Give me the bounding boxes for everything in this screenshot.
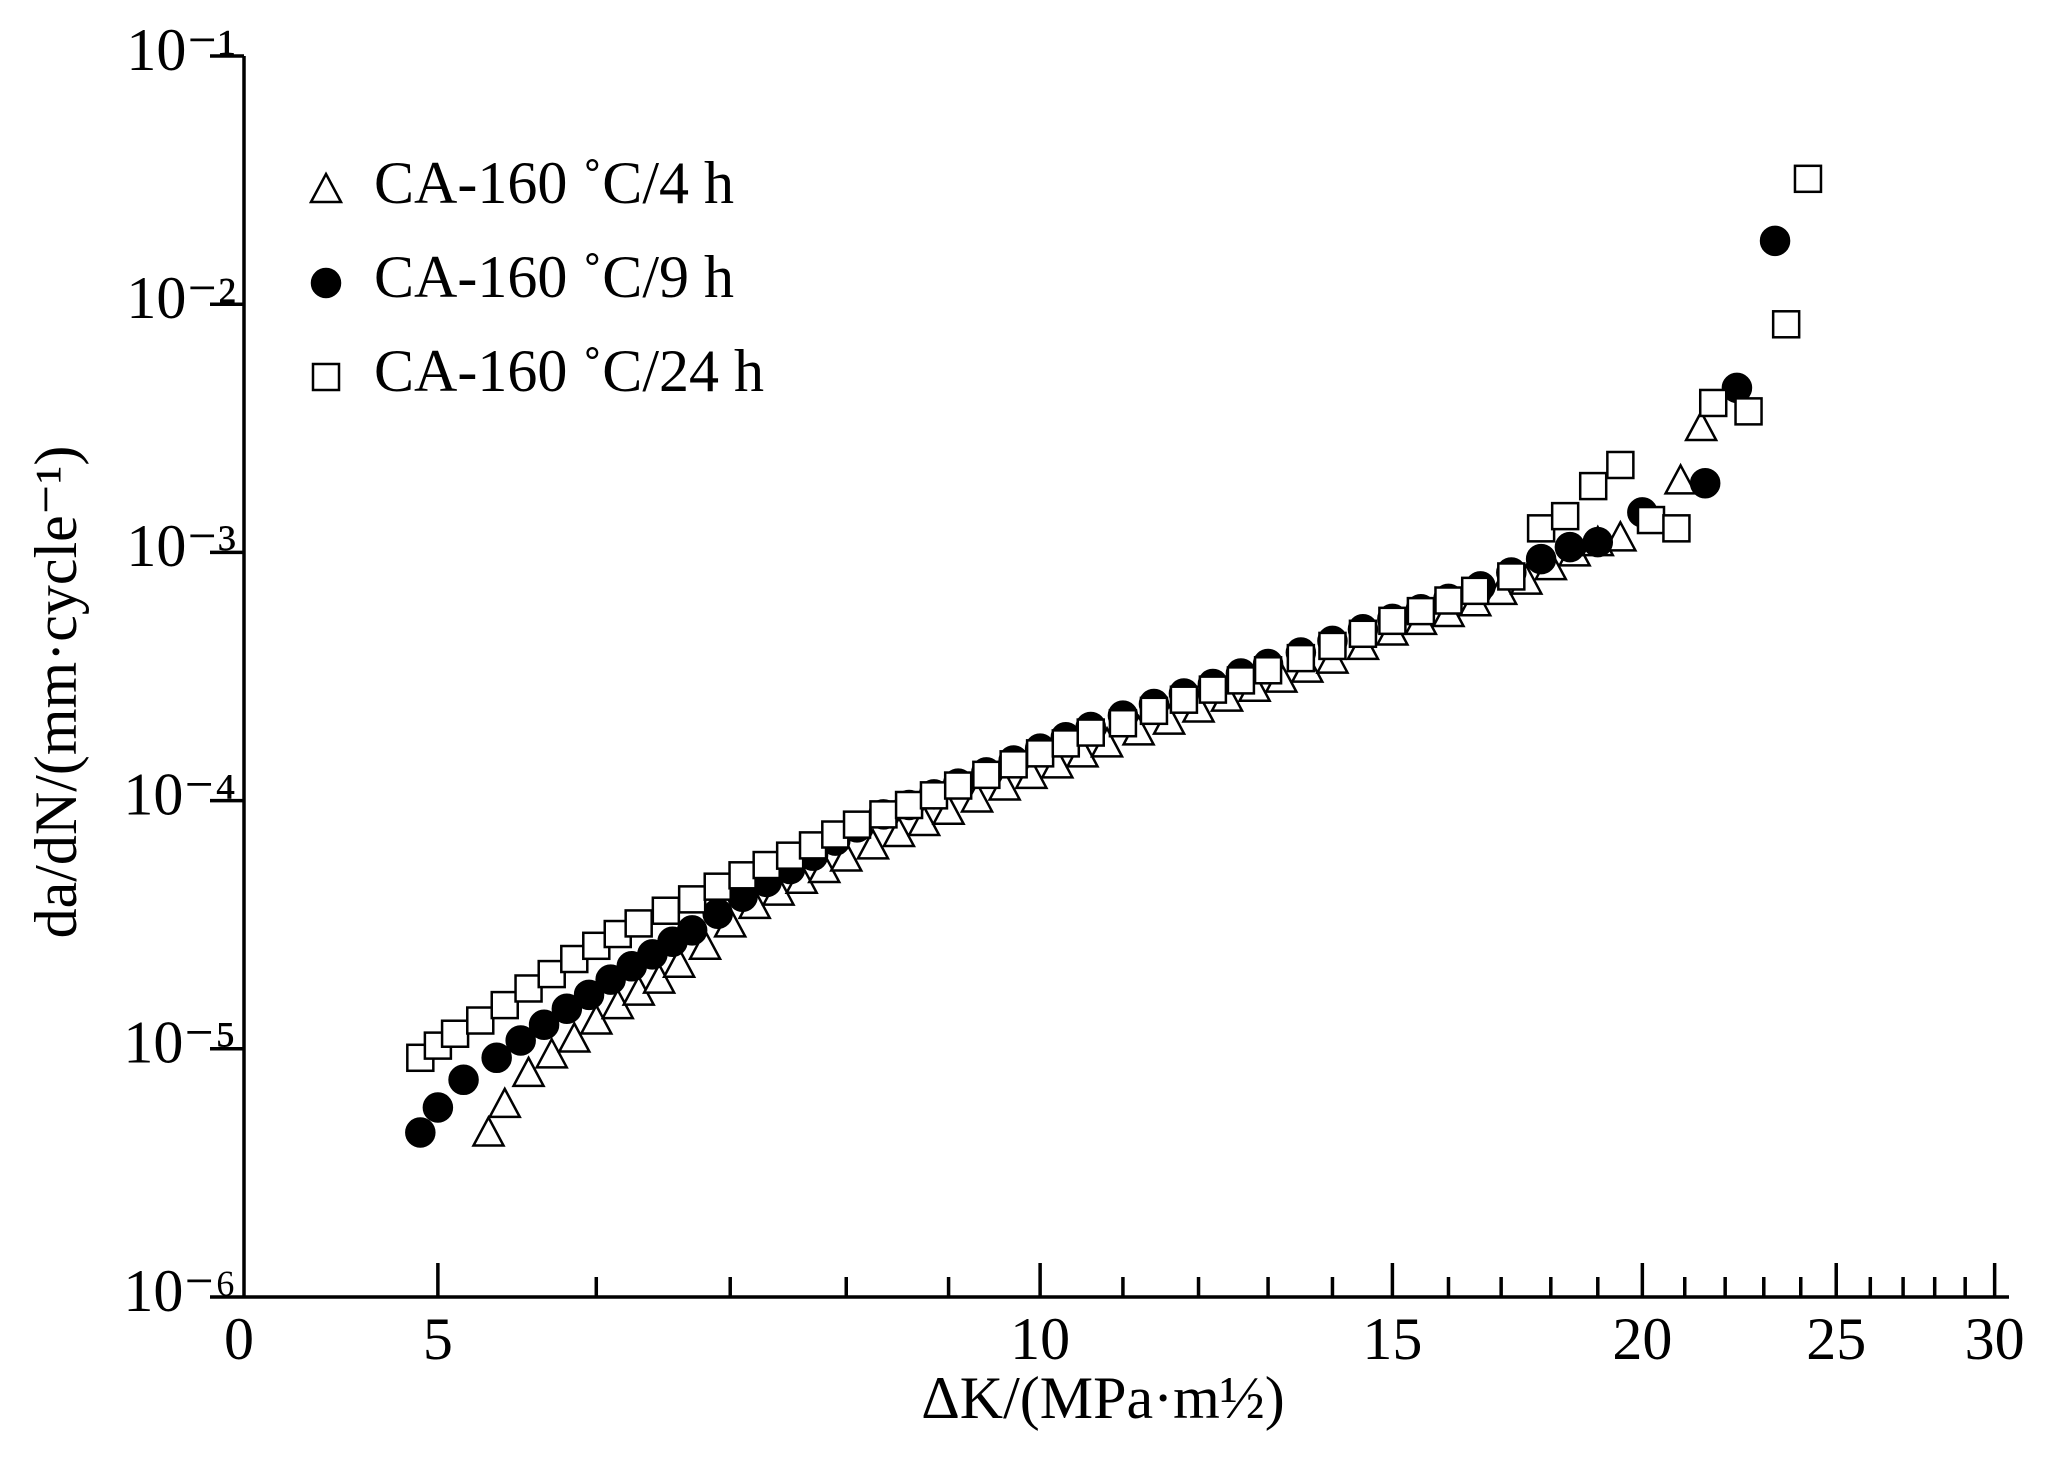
point bbox=[551, 993, 583, 1024]
point bbox=[579, 1002, 614, 1035]
point bbox=[1286, 643, 1316, 673]
point bbox=[1460, 576, 1490, 606]
x-tick-label: 5 bbox=[423, 1306, 453, 1372]
point bbox=[999, 750, 1028, 779]
point bbox=[829, 839, 864, 872]
legend-label: CA-160 ˚C/9 h bbox=[374, 244, 734, 310]
point bbox=[1051, 729, 1081, 758]
point bbox=[662, 946, 697, 979]
point bbox=[505, 1025, 536, 1056]
point bbox=[687, 928, 723, 961]
point bbox=[471, 1114, 506, 1147]
point bbox=[1318, 631, 1347, 661]
point bbox=[1108, 708, 1138, 738]
legend-marker bbox=[308, 171, 344, 204]
point bbox=[1198, 675, 1228, 704]
point bbox=[1076, 718, 1105, 747]
point bbox=[1253, 656, 1283, 685]
point bbox=[573, 979, 605, 1011]
point bbox=[1636, 505, 1666, 535]
y-axis-label: da/dN/(mm·cycle⁻¹) bbox=[23, 446, 89, 939]
point bbox=[534, 1036, 569, 1069]
point bbox=[511, 1055, 546, 1088]
point bbox=[894, 790, 924, 820]
point bbox=[1554, 531, 1586, 563]
point bbox=[642, 961, 677, 994]
point bbox=[869, 800, 898, 829]
point bbox=[752, 850, 781, 880]
y-tick-label: 10⁻¹ bbox=[126, 17, 236, 83]
y-tick-label: 10⁻⁴ bbox=[123, 761, 236, 827]
x-axis-label: ΔK/(MPa·m½) bbox=[921, 1365, 1285, 1431]
point bbox=[1406, 596, 1436, 626]
point bbox=[651, 896, 681, 925]
x-tick-label: 10 bbox=[1010, 1306, 1070, 1372]
point bbox=[440, 1019, 470, 1048]
point bbox=[466, 1006, 495, 1035]
point bbox=[487, 1086, 522, 1119]
x-tick-label: 20 bbox=[1612, 1306, 1672, 1372]
x-tick-label: 15 bbox=[1362, 1306, 1422, 1372]
point bbox=[1684, 409, 1719, 442]
point bbox=[1526, 514, 1556, 543]
point bbox=[624, 909, 653, 938]
point bbox=[422, 1092, 454, 1123]
point bbox=[557, 1020, 592, 1053]
x-tick-label: 30 bbox=[1965, 1306, 2025, 1372]
point bbox=[1226, 666, 1256, 695]
point bbox=[1606, 450, 1635, 480]
point bbox=[1793, 164, 1823, 194]
point bbox=[1578, 471, 1608, 501]
point bbox=[1582, 526, 1614, 558]
legend-marker bbox=[311, 362, 341, 392]
point bbox=[728, 861, 757, 890]
point bbox=[1025, 739, 1055, 768]
point bbox=[842, 810, 872, 839]
point bbox=[1434, 586, 1463, 615]
legend-label: CA-160 ˚C/4 h bbox=[374, 150, 734, 216]
point bbox=[1497, 562, 1526, 591]
point bbox=[405, 1117, 436, 1148]
point bbox=[943, 771, 973, 800]
point bbox=[1689, 467, 1721, 499]
point bbox=[855, 827, 891, 860]
point bbox=[1698, 388, 1728, 418]
point bbox=[1759, 225, 1791, 257]
point bbox=[1348, 619, 1378, 649]
point bbox=[677, 885, 707, 914]
y-tick-label: 10⁻⁵ bbox=[123, 1010, 236, 1076]
point bbox=[1139, 696, 1169, 726]
point bbox=[1662, 514, 1691, 543]
point bbox=[703, 872, 732, 901]
point bbox=[1771, 310, 1801, 339]
point bbox=[931, 793, 966, 826]
y-tick-label: 10⁻⁶ bbox=[123, 1258, 236, 1324]
legend-marker bbox=[310, 267, 342, 299]
point bbox=[1734, 397, 1763, 426]
x-tick-label: 25 bbox=[1806, 1306, 1866, 1372]
point bbox=[972, 760, 1001, 790]
point bbox=[676, 915, 708, 946]
point bbox=[1550, 501, 1580, 531]
point bbox=[881, 815, 916, 848]
point bbox=[490, 990, 519, 1020]
point bbox=[514, 974, 543, 1003]
origin-label: 0 bbox=[224, 1306, 254, 1372]
y-tick-label: 10⁻³ bbox=[126, 513, 236, 579]
point bbox=[1663, 462, 1698, 495]
point bbox=[1378, 606, 1407, 636]
point bbox=[528, 1009, 560, 1040]
point bbox=[1525, 543, 1557, 575]
point bbox=[481, 1042, 512, 1074]
legend-label: CA-160 ˚C/24 h bbox=[374, 338, 764, 404]
point bbox=[907, 804, 942, 837]
y-tick-label: 10⁻² bbox=[126, 265, 236, 331]
point bbox=[702, 898, 733, 930]
point bbox=[1169, 685, 1199, 714]
point bbox=[448, 1064, 479, 1096]
point bbox=[919, 781, 949, 810]
